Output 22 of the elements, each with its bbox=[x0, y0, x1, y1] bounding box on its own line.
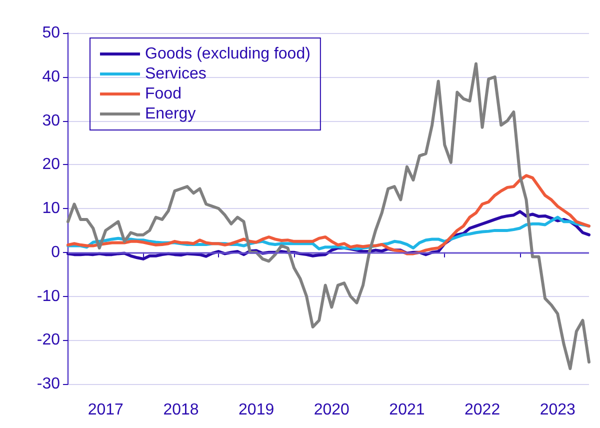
y-tick-label: 40 bbox=[42, 68, 60, 86]
x-tick-label: 2021 bbox=[389, 402, 425, 418]
x-tick-label: 2023 bbox=[540, 402, 576, 418]
x-tick-label: 2020 bbox=[314, 402, 350, 418]
y-tick-label: 30 bbox=[42, 112, 60, 130]
legend-label: Goods (excluding food) bbox=[145, 46, 310, 62]
y-tick-label: 20 bbox=[42, 156, 60, 174]
x-tick-label: 2018 bbox=[163, 402, 199, 418]
y-tick-label: 10 bbox=[42, 200, 60, 217]
y-tick-label: 50 bbox=[42, 24, 60, 42]
legend-label: Food bbox=[145, 86, 182, 102]
y-tick-label: -30 bbox=[36, 376, 60, 392]
x-tick-label: 2017 bbox=[88, 402, 124, 418]
legend-label: Services bbox=[145, 66, 206, 82]
x-tick-label: 2019 bbox=[238, 402, 274, 418]
line-series bbox=[66, 62, 590, 370]
x-tick-label: 2022 bbox=[464, 402, 500, 418]
legend-label: Energy bbox=[145, 106, 196, 122]
line-series bbox=[66, 174, 590, 256]
y-tick-label: 0 bbox=[51, 244, 60, 261]
y-tick-label: -20 bbox=[36, 332, 60, 349]
y-tick-label: -10 bbox=[36, 288, 60, 305]
